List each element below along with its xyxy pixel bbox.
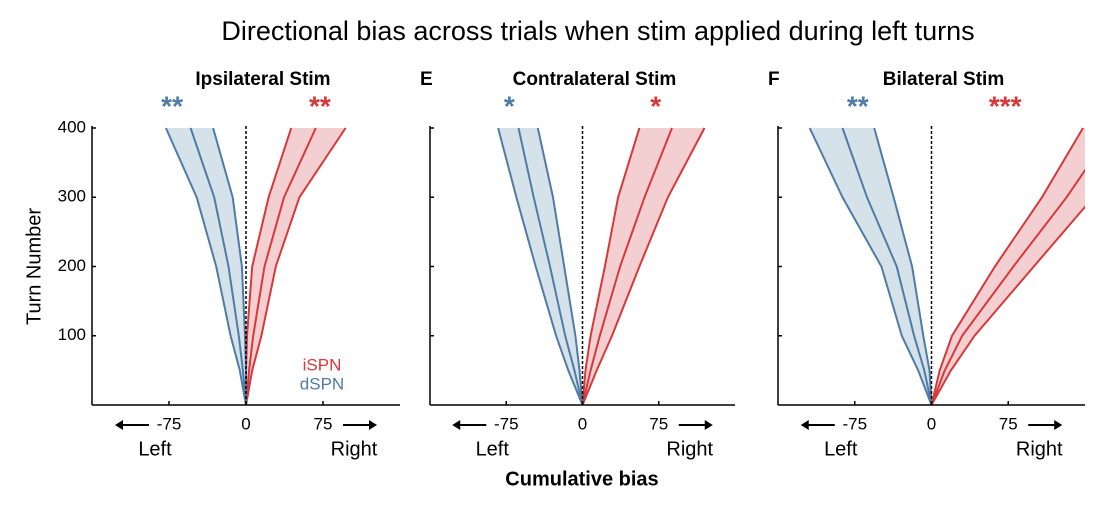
mean-line — [245, 127, 317, 405]
significance-stars: ** — [161, 90, 183, 121]
confidence-band — [582, 128, 705, 405]
y-tick-label: 100 — [58, 325, 86, 344]
arrow-head — [800, 420, 809, 430]
x-tick-label: 75 — [999, 414, 1018, 433]
significance-stars: *** — [989, 90, 1022, 121]
x-tick-label: 75 — [649, 414, 668, 433]
panel-title: Bilateral Stim — [883, 69, 1004, 90]
legend-entry: dSPN — [300, 374, 344, 393]
plot-area — [164, 127, 347, 405]
mean-line — [930, 168, 1085, 405]
direction-label: Right — [666, 438, 713, 460]
confidence-band — [246, 128, 346, 405]
band-edge — [536, 127, 584, 405]
band-edge — [873, 127, 933, 405]
x-tick-label: 0 — [578, 414, 587, 433]
arrow-head — [1054, 420, 1063, 430]
band-edge — [581, 127, 641, 405]
x-tick-label: -75 — [842, 414, 867, 433]
significance-stars: * — [504, 90, 515, 121]
significance-stars: ** — [309, 90, 331, 121]
band-edge — [930, 127, 1084, 405]
x-tick-label: 0 — [927, 414, 936, 433]
significance-stars: ** — [847, 90, 869, 121]
confidence-band — [931, 128, 1085, 405]
x-tick-label: -75 — [494, 414, 519, 433]
x-tick-label: -75 — [157, 414, 182, 433]
arrow-head — [704, 420, 713, 430]
arrow-head — [369, 420, 377, 430]
direction-label: Left — [476, 438, 510, 460]
y-axis-label: Turn Number — [23, 208, 45, 325]
arrow-head — [452, 420, 461, 430]
confidence-band — [498, 128, 583, 405]
mean-line — [189, 127, 247, 405]
figure-title: Directional bias across trials when stim… — [221, 16, 974, 46]
confidence-band — [809, 128, 932, 405]
x-axis-label: Cumulative bias — [505, 468, 658, 490]
y-tick-label: 300 — [58, 187, 86, 206]
band-edge — [497, 127, 584, 405]
band-edge — [808, 127, 933, 405]
y-tick-label: 400 — [58, 117, 86, 136]
confidence-band — [165, 128, 246, 405]
plot-area — [808, 127, 1085, 405]
mean-line — [581, 127, 673, 405]
x-tick-label: 75 — [314, 414, 333, 433]
legend-entry: iSPN — [303, 355, 342, 374]
direction-label: Right — [331, 438, 378, 460]
panel-letter: F — [768, 69, 780, 90]
arrow-head — [115, 420, 123, 430]
direction-label: Left — [138, 438, 172, 460]
panel-title: Contralateral Stim — [513, 69, 677, 90]
mean-line — [841, 127, 933, 405]
band-edge — [245, 127, 347, 405]
plot-area — [497, 127, 706, 405]
significance-stars: * — [650, 90, 661, 121]
band-edge — [930, 205, 1085, 405]
mean-line — [517, 127, 584, 405]
band-edge — [164, 127, 247, 405]
panel-letter: E — [420, 69, 433, 90]
direction-label: Left — [824, 438, 858, 460]
x-tick-label: 0 — [241, 414, 250, 433]
y-tick-label: 200 — [58, 256, 86, 275]
direction-label: Right — [1016, 438, 1063, 460]
panel-title: Ipsilateral Stim — [195, 69, 330, 90]
band-edge — [581, 127, 706, 405]
